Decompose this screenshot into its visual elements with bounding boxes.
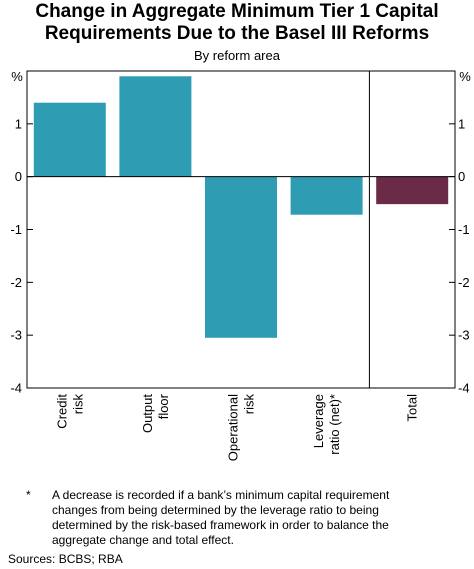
bar <box>33 102 106 177</box>
footnote-text: A decrease is recorded if a bank’s minim… <box>52 488 390 547</box>
category-label-line: Total <box>405 394 420 422</box>
category-label-line: risk <box>70 394 85 415</box>
category-label-line: risk <box>242 394 257 415</box>
category-label: Total <box>405 394 420 422</box>
y-tick-label-left: 0 <box>15 169 22 184</box>
footnote-marker: * <box>26 488 31 502</box>
y-tick-label-right: -1 <box>458 222 470 237</box>
y-tick-label-right: -3 <box>458 328 470 343</box>
category-label-line: floor <box>156 393 171 419</box>
bar <box>290 176 363 215</box>
category-label-line: Output <box>140 394 155 433</box>
y-tick-label-left: -3 <box>10 328 22 343</box>
category-label-line: Operational <box>226 394 241 461</box>
category-label-line: Leverage <box>311 394 326 448</box>
y-tick-label-right: -4 <box>458 381 470 396</box>
y-unit-left: % <box>11 69 23 84</box>
chart-title-line-2: Requirements Due to the Basel III Reform… <box>44 23 430 44</box>
bar <box>119 76 192 177</box>
y-tick-label-right: 1 <box>458 116 465 131</box>
bar <box>376 176 449 205</box>
y-tick-label-left: 1 <box>15 116 22 131</box>
y-tick-label-left: -4 <box>10 381 22 396</box>
category-label-line: ratio (net)* <box>327 394 342 455</box>
category-label-line: Credit <box>54 394 69 429</box>
y-tick-label-left: -1 <box>10 222 22 237</box>
category-label: Operational risk <box>226 394 257 462</box>
bar <box>205 176 277 338</box>
y-tick-label-right: 0 <box>458 169 465 184</box>
y-tick-label-right: -2 <box>458 275 470 290</box>
sources-note: Sources: BCBS; RBA <box>8 552 123 566</box>
category-label: Output floor <box>140 393 171 433</box>
category-label: Leverage ratio (net)* <box>311 394 342 455</box>
chart-title-line-1: Change in Aggregate Minimum Tier 1 Capit… <box>35 1 439 22</box>
category-label: Credit risk <box>54 394 85 429</box>
y-unit-right: % <box>459 69 471 84</box>
y-tick-label-left: -2 <box>10 275 22 290</box>
chart-subtitle: By reform area <box>194 48 280 63</box>
